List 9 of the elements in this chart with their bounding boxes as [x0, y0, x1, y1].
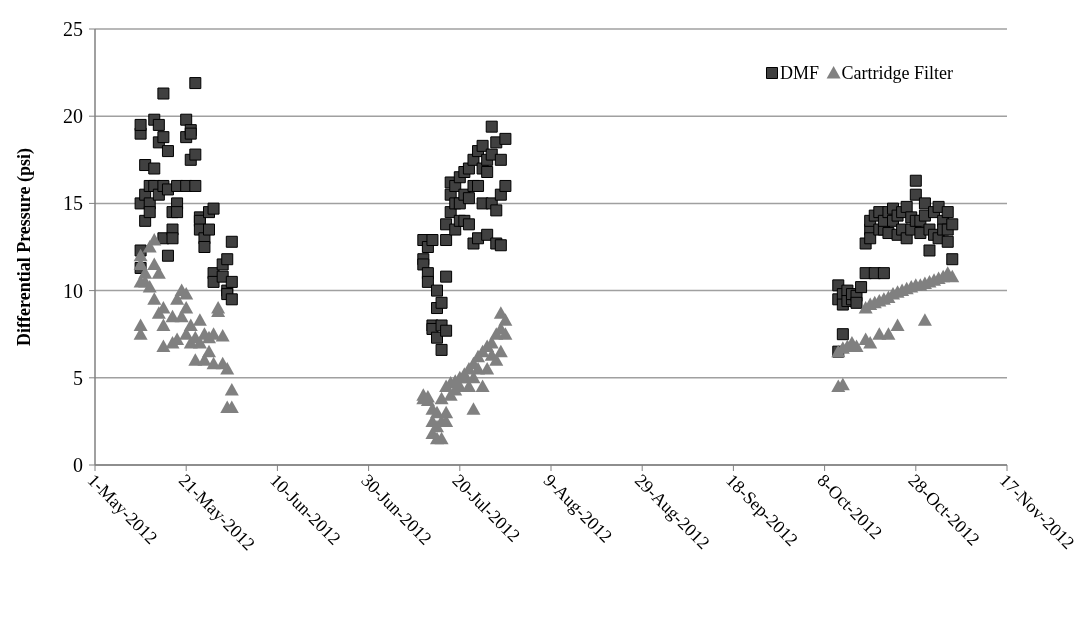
y-tick-label: 0	[73, 454, 83, 476]
y-tick-label: 15	[63, 192, 83, 215]
legend-label: Cartridge Filter	[841, 63, 954, 83]
y-tick-label: 25	[63, 18, 83, 40]
y-axis-title: Differential Pressure (psi)	[14, 148, 35, 346]
legend-label: DMF	[780, 63, 820, 83]
y-tick-label: 10	[63, 279, 83, 302]
y-tick-label: 5	[73, 366, 83, 389]
y-tick-label: 20	[63, 105, 83, 128]
